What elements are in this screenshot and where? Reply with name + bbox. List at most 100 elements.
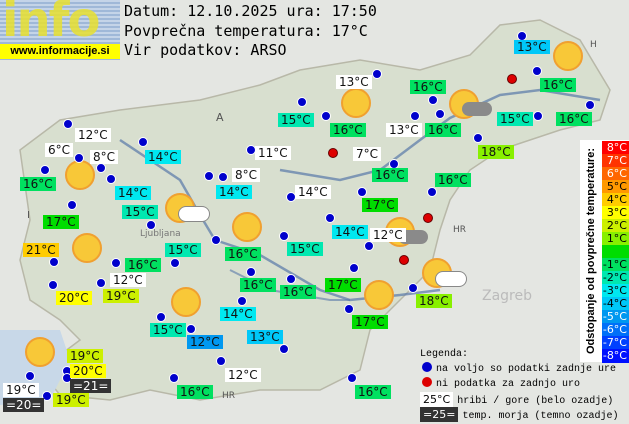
station-dot-available[interactable] — [237, 296, 247, 306]
station-dot-available[interactable] — [279, 344, 289, 354]
station-temperature: 17°C — [43, 215, 79, 229]
average-temperature: Povprečna temperatura: 17°C — [124, 22, 368, 40]
sun-icon — [72, 233, 102, 263]
station-temperature: 14°C — [216, 185, 252, 199]
station-dot-available[interactable] — [218, 172, 228, 182]
scale-row: -5°C — [602, 310, 629, 324]
station-dot-available[interactable] — [435, 109, 445, 119]
station-temperature: 15°C — [150, 323, 186, 337]
legend: Legenda: na voljo so podatki zadnje ure … — [420, 347, 618, 422]
station-dot-available[interactable] — [40, 165, 50, 175]
logo-url-link[interactable]: www.informacije.si — [0, 44, 120, 59]
station-dot-missing[interactable] — [423, 213, 433, 223]
station-dot-available[interactable] — [246, 267, 256, 277]
station-dot-available[interactable] — [473, 133, 483, 143]
scale-row: 6°C — [602, 167, 629, 181]
station-dot-available[interactable] — [62, 373, 72, 383]
station-dot-available[interactable] — [279, 231, 289, 241]
station-dot-missing[interactable] — [399, 255, 409, 265]
station-temperature: 17°C — [362, 198, 398, 212]
station-dot-available[interactable] — [408, 283, 418, 293]
station-dot-missing[interactable] — [507, 74, 517, 84]
station-dot-available[interactable] — [357, 187, 367, 197]
data-source: Vir podatkov: ARSO — [124, 41, 287, 59]
station-dot-available[interactable] — [344, 304, 354, 314]
station-dot-available[interactable] — [533, 111, 543, 121]
station-temperature: 12°C — [225, 368, 261, 382]
red-dot-icon — [422, 377, 432, 387]
station-dot-available[interactable] — [321, 111, 331, 121]
station-temperature: 20°C — [56, 291, 92, 305]
station-dot-available[interactable] — [42, 391, 52, 401]
legend-available: na voljo so podatki zadnje ure — [436, 364, 617, 375]
station-temperature: 13°C — [386, 123, 422, 137]
deviation-scale: Odstopanje od povprečne temperature: 8°C… — [580, 140, 629, 363]
station-dot-available[interactable] — [169, 373, 179, 383]
scale-row: -3°C — [602, 284, 629, 298]
station-temperature: 12°C — [75, 128, 111, 142]
station-temperature: 14°C — [220, 307, 256, 321]
station-temperature: 16°C — [177, 385, 213, 399]
legend-mountain: hribi / gore (belo ozadje) — [457, 396, 614, 407]
scale-title: Odstopanje od povprečne temperature: — [585, 148, 597, 354]
cloud-icon — [178, 206, 210, 222]
station-temperature: 11°C — [255, 146, 291, 160]
station-dot-available[interactable] — [96, 278, 106, 288]
station-temperature: 7°C — [353, 147, 382, 161]
label-italy: I — [27, 210, 30, 221]
station-dot-available[interactable] — [67, 200, 77, 210]
station-dot-available[interactable] — [211, 235, 221, 245]
station-dot-available[interactable] — [427, 187, 437, 197]
station-dot-available[interactable] — [49, 257, 59, 267]
scale-row: 8°C — [602, 141, 629, 155]
scale-row: 2°C — [602, 219, 629, 233]
station-dot-available[interactable] — [286, 274, 296, 284]
station-dot-available[interactable] — [347, 373, 357, 383]
station-temperature: 21°C — [23, 243, 59, 257]
station-dot-available[interactable] — [585, 100, 595, 110]
sun-icon — [232, 212, 262, 242]
station-dot-available[interactable] — [48, 280, 58, 290]
station-dot-available[interactable] — [63, 119, 73, 129]
station-dot-available[interactable] — [156, 312, 166, 322]
station-dot-available[interactable] — [325, 213, 335, 223]
sun-icon — [364, 280, 394, 310]
station-dot-available[interactable] — [74, 153, 84, 163]
station-dot-available[interactable] — [204, 171, 214, 181]
station-dot-available[interactable] — [410, 111, 420, 121]
station-temperature: 17°C — [325, 278, 361, 292]
legend-title: Legenda: — [420, 349, 469, 360]
station-temperature: 16°C — [225, 247, 261, 261]
logo-word: info — [2, 0, 100, 48]
station-temperature: 15°C — [278, 113, 314, 127]
station-dot-available[interactable] — [372, 69, 382, 79]
station-dot-available[interactable] — [111, 258, 121, 268]
station-dot-available[interactable] — [297, 97, 307, 107]
station-dot-missing[interactable] — [328, 148, 338, 158]
station-temperature: 15°C — [122, 205, 158, 219]
station-dot-available[interactable] — [216, 356, 226, 366]
station-dot-available[interactable] — [428, 95, 438, 105]
date-time: Datum: 12.10.2025 ura: 17:50 — [124, 2, 377, 20]
station-temperature: 15°C — [497, 112, 533, 126]
station-temperature: 14°C — [115, 186, 151, 200]
sun-icon — [341, 88, 371, 118]
station-dot-available[interactable] — [349, 263, 359, 273]
station-dot-available[interactable] — [532, 66, 542, 76]
station-dot-available[interactable] — [186, 324, 196, 334]
station-dot-available[interactable] — [138, 137, 148, 147]
station-dot-available[interactable] — [106, 174, 116, 184]
station-temperature: 16°C — [355, 385, 391, 399]
station-temperature: 8°C — [232, 168, 261, 182]
station-dot-available[interactable] — [170, 258, 180, 268]
station-dot-available[interactable] — [96, 163, 106, 173]
station-temperature: 16°C — [20, 177, 56, 191]
scale-row: 5°C — [602, 180, 629, 194]
station-dot-available[interactable] — [146, 220, 156, 230]
label-zagreb: Zagreb — [482, 288, 532, 304]
station-dot-available[interactable] — [364, 241, 374, 251]
station-temperature: 16°C — [330, 123, 366, 137]
station-temperature: 16°C — [125, 258, 161, 272]
station-temperature: 16°C — [280, 285, 316, 299]
station-dot-available[interactable] — [25, 371, 35, 381]
